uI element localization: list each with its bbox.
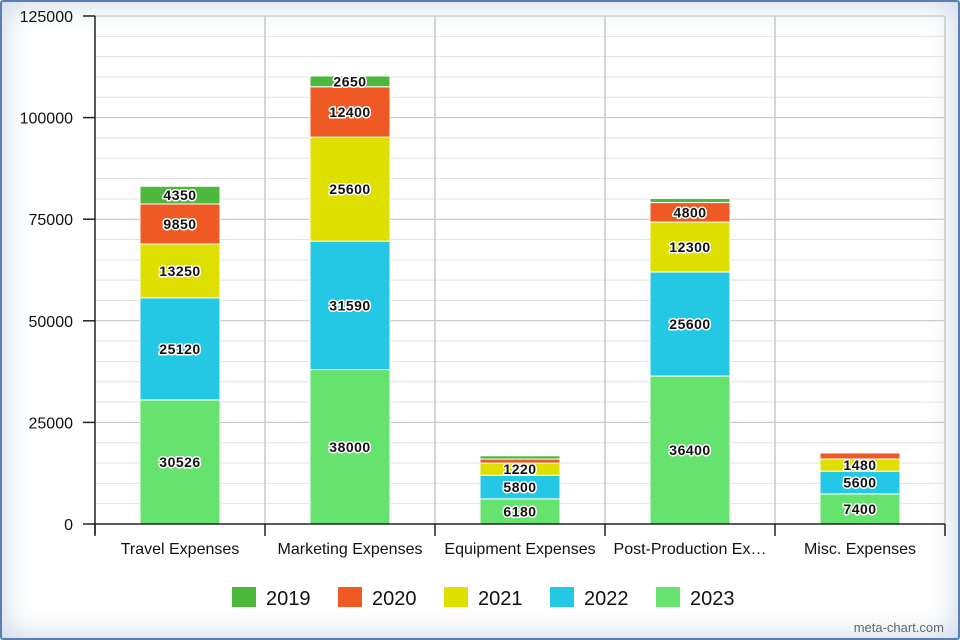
grid [95,15,946,524]
y-tick-label: 75000 [29,212,74,229]
bar-segment [309,75,391,88]
legend-label: 2023 [690,588,735,610]
bar-segment [139,185,221,205]
data-label: 5600 [843,475,876,491]
credit-text: meta-chart.com [854,620,944,635]
bar-segment [309,240,391,371]
data-label: 4350 [163,187,196,203]
x-tick-label: Misc. Expenses [804,541,916,558]
data-label: 1480 [843,457,876,473]
y-tick-label: 0 [64,517,73,534]
data-label: 25120 [159,341,200,357]
legend-swatch [550,587,574,607]
data-label: 31590 [329,297,370,313]
bar-segment [479,458,561,464]
data-label: 12400 [329,104,370,120]
y-tick-label: 50000 [29,314,74,331]
bar-segment [309,369,391,525]
y-tick-label: 125000 [20,9,73,26]
bar-segment [479,455,561,460]
data-label: 38000 [329,439,370,455]
y-tick-label: 100000 [20,111,73,128]
bar-segment [649,221,731,273]
bar-segment [819,452,901,460]
data-label: 6180 [503,503,536,519]
x-tick-label: Equipment Expenses [444,541,595,558]
legend: 2019 2020 2021 2022 2023 [232,587,735,610]
x-tick-label: Travel Expenses [121,541,240,558]
bar-segment [479,498,561,525]
bars: 30526 25120 13250 9850 4350 38000 31590 25600 12… [139,72,901,525]
legend-swatch [232,587,256,607]
legend-label: 2019 [266,588,311,610]
bar-segment [649,271,731,377]
bar-segment [649,197,731,204]
legend-swatch [444,587,468,607]
legend-swatch [656,587,680,607]
data-label: 2650 [333,73,366,89]
data-label: 36400 [669,442,710,458]
y-tick-label: 25000 [29,415,74,432]
bar-segment [139,297,221,401]
data-label: 5800 [503,479,536,495]
data-label: 7400 [843,501,876,517]
legend-label: 2021 [478,588,523,610]
bar-segment [139,399,221,525]
data-label: 12300 [669,239,710,255]
data-label: 9850 [163,216,196,232]
bar-segment [309,86,391,138]
data-label: 4800 [673,204,706,220]
x-tick-label: Marketing Expenses [278,541,423,558]
x-tick-label: Post-Production Ex… [614,541,767,558]
legend-label: 2022 [584,588,629,610]
legend-label: 2020 [372,588,417,610]
bar-segment [819,493,901,525]
data-label: 30526 [159,454,200,470]
bar-segment [309,136,391,242]
data-label: 1220 [503,461,536,477]
legend-swatch [338,587,362,607]
data-label: 25600 [329,181,370,197]
data-label: 13250 [159,263,200,279]
bar-segment [139,203,221,245]
bar-segment [649,375,731,525]
data-label: 25600 [669,316,710,332]
axes: 0 25000 50000 75000 100000 125000 Travel Expen… [20,9,946,558]
